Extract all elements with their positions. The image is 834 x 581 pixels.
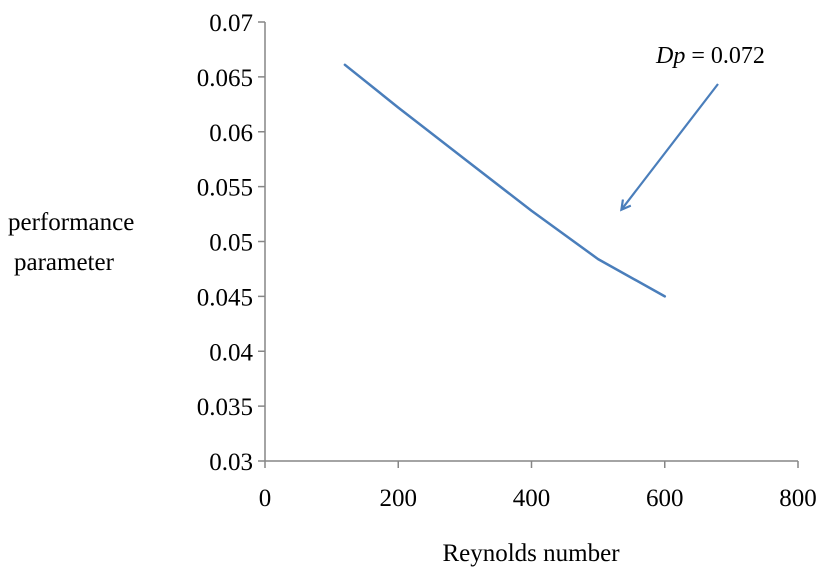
y-tick-label: 0.055 xyxy=(197,175,253,202)
series-group xyxy=(343,63,667,298)
y-axis-title-line-2: parameter xyxy=(14,249,115,276)
x-tick-label: 200 xyxy=(380,485,418,512)
series-line xyxy=(343,63,667,298)
y-tick-label: 0.065 xyxy=(197,65,253,92)
x-axis-ticks: 0 200 400 600 800 xyxy=(259,461,817,512)
annotation-arrow xyxy=(621,83,719,210)
annotation-label: Dp = 0.072 xyxy=(655,43,765,69)
x-tick-label: 0 xyxy=(259,485,272,512)
x-tick-label: 800 xyxy=(779,485,817,512)
y-tick-label: 0.07 xyxy=(209,10,253,37)
x-tick-label: 400 xyxy=(513,485,551,512)
y-tick-label: 0.035 xyxy=(197,394,253,421)
x-axis-title: Reynolds number xyxy=(442,540,620,567)
y-tick-label: 0.04 xyxy=(209,339,253,366)
annotation-label-italic: Dp xyxy=(655,43,685,69)
annotation: Dp = 0.072 xyxy=(621,43,765,210)
x-tick-label: 600 xyxy=(646,485,684,512)
y-tick-label: 0.05 xyxy=(209,230,253,257)
y-tick-label: 0.06 xyxy=(209,120,253,147)
y-axis-title-line-1: performance xyxy=(8,209,134,236)
y-tick-label: 0.03 xyxy=(209,449,253,476)
annotation-label-value: = 0.072 xyxy=(685,43,765,69)
axes xyxy=(264,22,798,462)
y-axis-ticks: 0.03 0.035 0.04 0.045 0.05 0.055 0.06 0.065 0.07 xyxy=(197,10,265,476)
y-tick-label: 0.045 xyxy=(197,284,253,311)
